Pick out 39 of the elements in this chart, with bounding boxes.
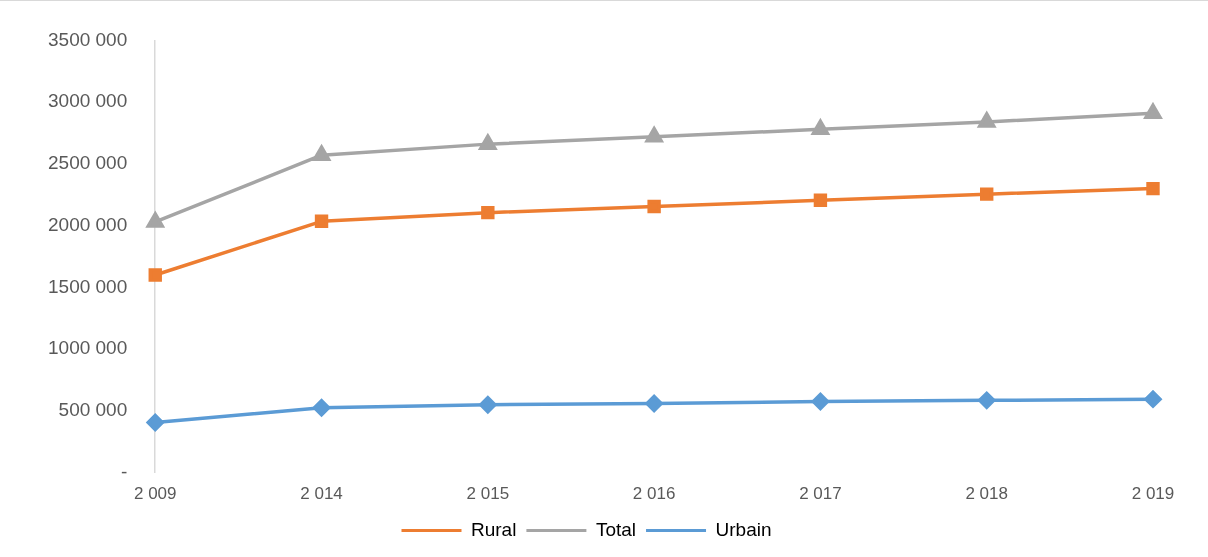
point: [1144, 103, 1162, 120]
x-tick-label: 2 018: [965, 484, 1008, 504]
point: [977, 391, 996, 410]
point: [811, 119, 830, 136]
x-tick-label: 2 009: [133, 484, 177, 504]
legend-label: Total: [595, 518, 637, 540]
point: [978, 112, 996, 128]
point: [479, 395, 497, 414]
legend-label: Urbain: [715, 518, 772, 540]
x-tick-label: 2 019: [1131, 484, 1175, 504]
y-tick-label: -: [120, 460, 128, 482]
legend-label: Rural: [471, 518, 517, 540]
point: [314, 214, 329, 229]
point: [146, 413, 164, 432]
point: [813, 193, 828, 208]
point: [146, 212, 164, 228]
y-tick-label: 2000 000: [48, 213, 128, 235]
point: [1144, 390, 1162, 408]
y-tick-label: 3500 000: [48, 28, 128, 50]
point: [148, 268, 162, 282]
y-tick-label: 3000 000: [48, 90, 128, 112]
y-tick-label: 500 000: [58, 399, 128, 421]
point: [312, 399, 331, 417]
point: [481, 205, 495, 220]
y-tick-label: 2500 000: [48, 152, 128, 174]
x-tick-label: 2 015: [466, 484, 510, 504]
y-tick-label: 1500 000: [48, 275, 128, 297]
point: [1146, 181, 1160, 196]
x-tick-label: 2 017: [799, 484, 842, 504]
point: [647, 199, 661, 214]
point: [312, 145, 331, 161]
point: [645, 394, 663, 413]
point: [479, 134, 497, 150]
x-tick-label: 2 016: [632, 484, 676, 504]
x-tick-label: 2 014: [300, 484, 343, 504]
point: [811, 392, 830, 411]
point: [980, 187, 994, 201]
y-tick-label: 1000 000: [48, 337, 128, 359]
point: [645, 126, 663, 143]
